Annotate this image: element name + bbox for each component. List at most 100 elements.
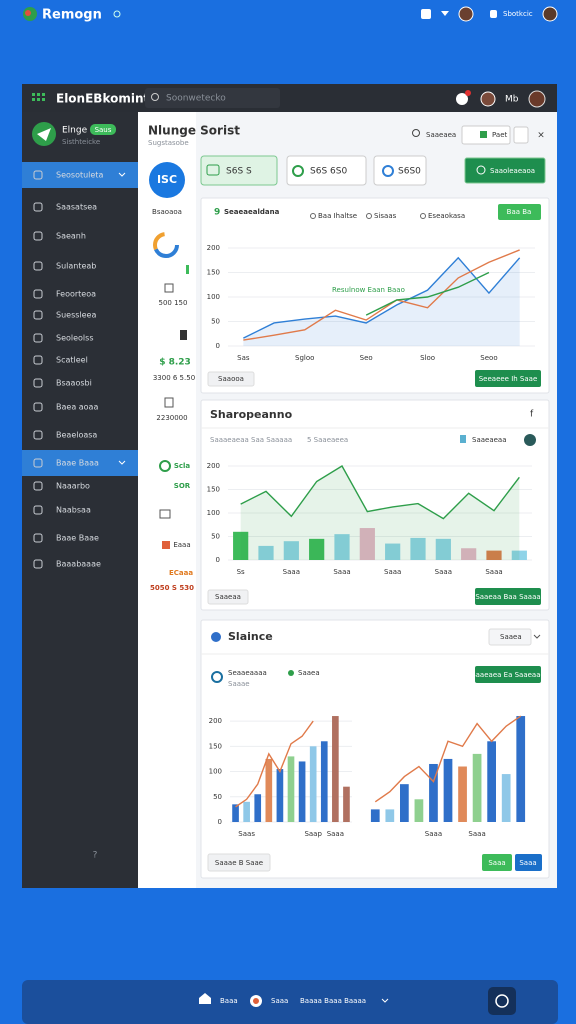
bar <box>276 769 284 822</box>
kpi-card <box>373 155 427 186</box>
notification-badge <box>465 90 471 96</box>
nav-item[interactable]: Scatleel <box>56 356 88 365</box>
user-name: Mb <box>505 95 519 105</box>
button[interactable] <box>207 853 271 872</box>
button[interactable] <box>207 371 255 387</box>
icon-button[interactable] <box>524 434 536 446</box>
line <box>240 465 520 520</box>
stat-icon <box>159 460 171 472</box>
kpi-button[interactable] <box>464 157 546 184</box>
bottom-nav-icon <box>253 998 259 1004</box>
legend-icon <box>211 671 223 683</box>
page-subtitle: Sugstasobe <box>148 139 189 147</box>
nav-active-bg <box>22 162 138 188</box>
nav-icon <box>33 533 43 543</box>
bar <box>511 550 527 560</box>
legend-label: Eseaokasa <box>428 212 465 220</box>
stat-value: $ 8.23 <box>159 358 191 368</box>
button[interactable] <box>475 370 541 387</box>
notification-icon[interactable] <box>456 93 468 105</box>
badge-icon <box>460 435 466 443</box>
chevron <box>118 172 126 177</box>
stat-value: 5050 S 530 <box>150 584 194 592</box>
kpi-value: S6S 6S0 <box>310 167 347 177</box>
nav-item[interactable]: Bsaaosbi <box>56 379 92 388</box>
x-tick-label: Saaa <box>485 568 502 576</box>
avatar[interactable] <box>458 6 474 22</box>
close-icon[interactable]: × <box>537 131 545 141</box>
nav-icon <box>33 559 43 569</box>
button[interactable] <box>498 204 541 220</box>
y-tick-label: 0 <box>216 342 220 350</box>
stats-badge: ISC <box>157 173 177 186</box>
y-tick-label: 100 <box>209 768 222 776</box>
bar <box>487 741 496 822</box>
button[interactable] <box>482 854 512 871</box>
nav-item[interactable]: Naaarbo <box>56 482 90 491</box>
kpi-icon <box>206 164 220 176</box>
button[interactable] <box>515 854 542 871</box>
avatar[interactable] <box>542 6 558 22</box>
x-tick-label: Sloo <box>420 354 435 362</box>
avatar[interactable] <box>528 90 546 108</box>
chevron <box>381 998 389 1003</box>
button[interactable] <box>475 588 541 605</box>
button-label: Saaa <box>488 859 505 867</box>
search-label: Saaeaea <box>426 131 456 139</box>
stat-value: 500 150 <box>159 299 188 307</box>
x-tick-label: Sgloo <box>295 354 314 362</box>
nav-item[interactable]: Saeanh <box>56 232 86 241</box>
profile-name: Elnge <box>62 126 88 136</box>
bottom-nav-item[interactable]: Baaa <box>220 997 238 1005</box>
button-label: Saaeaea Ea Saaeaae <box>471 671 545 679</box>
bar <box>233 531 249 560</box>
nav-item[interactable]: Baea aoaa <box>56 403 98 412</box>
dropdown[interactable] <box>488 628 532 646</box>
bar <box>516 716 526 822</box>
bar <box>283 541 299 560</box>
nav-list: Seosotuleta Saasatsea Saeanh Sulanteab Feoor… <box>22 162 138 569</box>
grid-icon <box>32 93 45 101</box>
button[interactable] <box>207 589 249 605</box>
nav-item[interactable]: Sulanteab <box>56 262 96 271</box>
status-icon[interactable] <box>421 9 431 19</box>
nav-item[interactable]: Seoleolss <box>56 334 94 343</box>
bottom-nav-item[interactable]: Baaaa Baaa Baaaa <box>300 997 366 1005</box>
nav-item[interactable]: Seosotuleta <box>56 171 103 180</box>
stat-value: ECaaa <box>169 569 193 577</box>
bar <box>359 528 375 560</box>
y-tick-label: 0 <box>216 556 220 564</box>
nav-item[interactable]: Naabsaa <box>56 506 91 515</box>
bottom-nav-item[interactable]: Saaa <box>271 997 288 1005</box>
legend-icon <box>288 670 294 676</box>
nav-item[interactable]: Feoorteoa <box>56 290 96 299</box>
bar <box>458 766 467 822</box>
action-button[interactable] <box>488 987 516 1015</box>
nav-item[interactable]: Baae Baaa <box>56 459 99 468</box>
legend-label: Sisaas <box>374 212 397 220</box>
legend-text: 5 Saaeaeea <box>307 436 348 444</box>
line <box>365 271 490 316</box>
bar <box>265 758 273 822</box>
kpi-value: S6S S <box>226 167 252 177</box>
donut <box>153 232 179 258</box>
stat-icon <box>162 541 170 549</box>
window-title: ElonEBkomint <box>56 92 150 106</box>
nav-item[interactable]: Baae Baae <box>56 534 99 543</box>
stat-value: Eaaa <box>173 541 190 549</box>
nav-item[interactable]: Suessleea <box>56 311 96 320</box>
stat-value: Scla <box>174 462 191 470</box>
nav-icon <box>33 333 43 343</box>
dropdown-label: Saaea <box>500 633 522 641</box>
search-box[interactable] <box>145 88 280 108</box>
avatar[interactable] <box>480 91 496 107</box>
button-label: Saaooa <box>218 375 244 383</box>
nav-item[interactable]: Baaabaaae <box>56 560 101 569</box>
icon-button[interactable] <box>513 126 529 144</box>
button[interactable] <box>475 666 541 683</box>
nav-item[interactable]: Beaeloasa <box>56 431 97 440</box>
nav-item[interactable]: Saasatsea <box>56 203 97 212</box>
